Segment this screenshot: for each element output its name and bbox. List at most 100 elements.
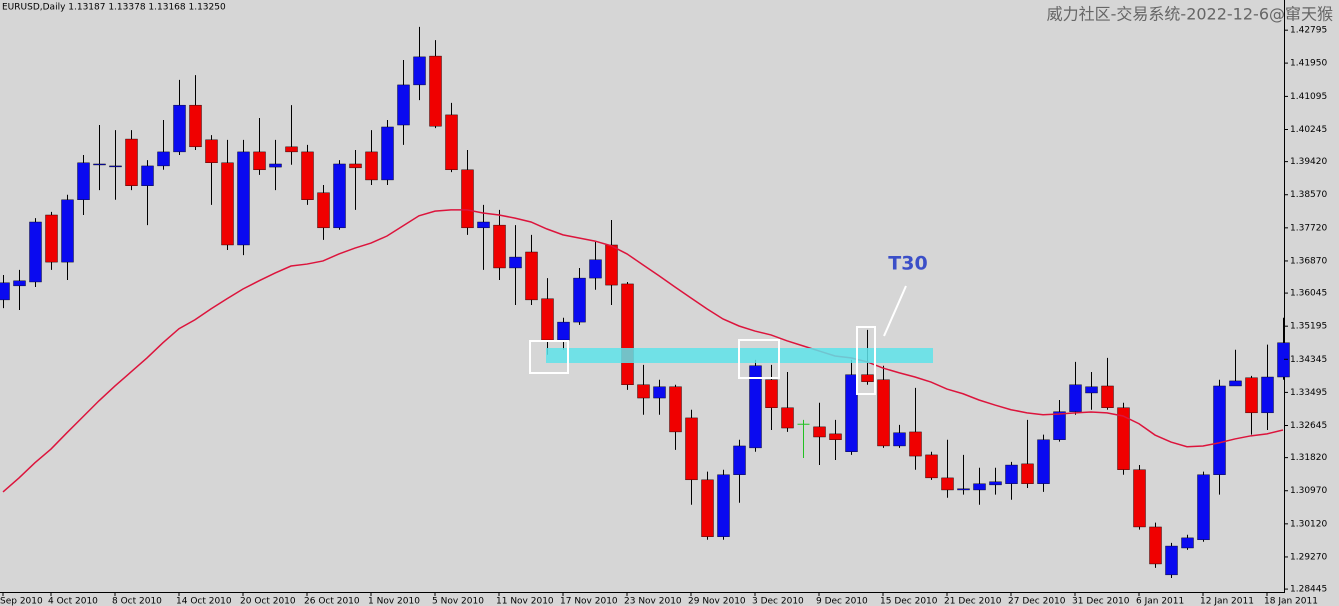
x-tick-label: 5 Nov 2010: [432, 597, 484, 606]
y-tick-label: 1.28445: [1290, 585, 1327, 595]
candle-body: [1197, 474, 1210, 541]
candle-body: [461, 169, 474, 229]
y-tick-label: 1.42795: [1290, 26, 1327, 36]
x-tick-label: 29 Nov 2010: [688, 597, 746, 606]
candle-body: [1229, 380, 1242, 387]
candle-body: [141, 165, 154, 186]
candle-body: [237, 151, 250, 246]
y-tick-label: 1.41095: [1290, 92, 1327, 102]
x-tick-label: 11 Nov 2010: [496, 597, 554, 606]
watermark: 威力社区-交易系统-2022-12-6@窜天猴: [1047, 5, 1333, 24]
x-tick-label: Sep 2010: [0, 597, 43, 606]
candle-body: [669, 386, 682, 433]
candle-body: [733, 445, 746, 475]
chart-title: EURUSD,Daily 1.13187 1.13378 1.13168 1.1…: [2, 3, 226, 13]
candle-body: [189, 104, 202, 148]
candle-body: [61, 199, 74, 263]
candle-body: [157, 151, 170, 167]
x-tick-label: 6 Jan 2011: [1136, 597, 1184, 606]
candle-body: [589, 259, 602, 279]
candle-body: [1069, 384, 1082, 412]
candle-body: [1053, 411, 1066, 440]
candle-body: [797, 423, 810, 425]
candle-body: [1181, 537, 1194, 549]
candle-body: [45, 214, 58, 263]
candle-body: [861, 374, 874, 382]
candle-body: [221, 162, 234, 246]
candle-body: [333, 163, 346, 229]
y-tick-label: 1.36870: [1290, 256, 1327, 266]
candle-body: [1245, 377, 1258, 414]
candle-body: [1277, 342, 1290, 378]
x-tick-label: 26 Oct 2010: [304, 597, 360, 606]
candle-body: [541, 298, 554, 341]
candle-body: [637, 384, 650, 399]
candle-body: [301, 151, 314, 200]
x-tick-label: 3 Dec 2010: [752, 597, 804, 606]
x-tick-label: 12 Jan 2011: [1200, 597, 1254, 606]
x-tick-label: 1 Nov 2010: [368, 597, 420, 606]
candle-body: [957, 488, 970, 491]
candle-body: [749, 365, 762, 449]
y-tick-label: 1.35195: [1290, 322, 1327, 332]
highlight-box: [738, 339, 780, 379]
candle-body: [1165, 545, 1178, 576]
candle-body: [93, 163, 106, 166]
x-tick-label: 27 Dec 2010: [1008, 597, 1066, 606]
candle-body: [1213, 385, 1226, 475]
candle-body: [653, 386, 666, 399]
plot-area: [0, 26, 1290, 578]
x-tick-label: 9 Dec 2010: [816, 597, 868, 606]
candle-body: [893, 432, 906, 447]
x-tick-label: 14 Oct 2010: [176, 597, 232, 606]
candle-body: [77, 162, 90, 201]
candle-body: [125, 138, 138, 186]
candle-body: [477, 221, 490, 229]
candle-body: [0, 282, 10, 301]
candle-body: [573, 277, 586, 323]
candle-body: [13, 280, 26, 287]
candle-body: [1133, 469, 1146, 528]
x-tick-label: 21 Dec 2010: [944, 597, 1002, 606]
highlight-box: [529, 340, 569, 374]
candle-body: [941, 477, 954, 491]
candle-body: [525, 251, 538, 301]
y-tick-label: 1.30970: [1290, 486, 1327, 496]
candle-body: [813, 426, 826, 438]
candle-body: [925, 454, 938, 479]
x-tick-label: 4 Oct 2010: [48, 597, 98, 606]
candle-body: [877, 379, 890, 447]
candle-body: [173, 104, 186, 153]
candle-body: [445, 114, 458, 171]
candle-body: [269, 163, 282, 168]
y-tick-label: 1.34345: [1290, 355, 1327, 365]
annotation: T30: [888, 253, 927, 275]
candle-body: [29, 221, 42, 283]
candle-body: [1005, 464, 1018, 484]
candle-body: [1085, 386, 1098, 394]
candle-body: [1021, 463, 1034, 484]
x-tick-label: 31 Dec 2010: [1072, 597, 1130, 606]
y-tick-label: 1.36045: [1290, 289, 1327, 299]
pointer-line: [883, 285, 907, 337]
candle-body: [557, 321, 570, 341]
candle-body: [509, 256, 522, 269]
x-tick-label: 8 Oct 2010: [112, 597, 162, 606]
candle-body: [1101, 385, 1114, 408]
x-tick-label: 20 Oct 2010: [240, 597, 296, 606]
candle-body: [973, 483, 986, 491]
y-tick-label: 1.37720: [1290, 223, 1327, 233]
candle-body: [1149, 526, 1162, 565]
candle-body: [365, 151, 378, 181]
candle-body: [317, 192, 330, 229]
candle-body: [989, 481, 1002, 486]
candle-body: [493, 224, 506, 269]
candle-body: [397, 84, 410, 126]
candle-body: [781, 407, 794, 429]
candle-body: [349, 163, 362, 169]
candle-body: [1261, 376, 1274, 414]
y-tick-label: 1.32645: [1290, 421, 1327, 431]
